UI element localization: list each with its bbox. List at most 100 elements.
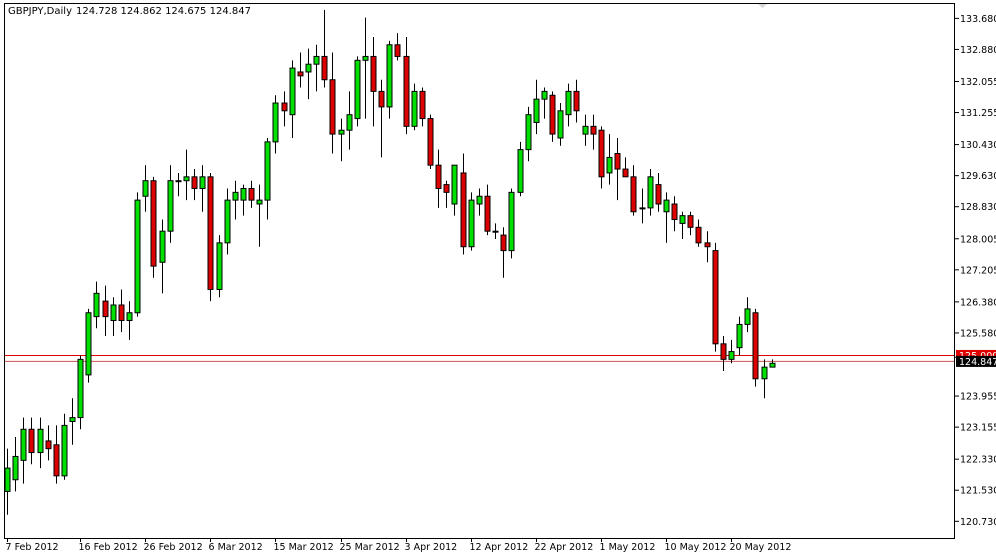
candle-body [232, 191, 239, 201]
candle [671, 196, 678, 232]
candle [321, 9, 328, 88]
candle [183, 149, 190, 201]
candle-body [338, 129, 345, 135]
candle-body [394, 44, 401, 57]
candle [476, 188, 483, 216]
candle [102, 285, 109, 337]
candle [216, 235, 223, 298]
candle [150, 176, 157, 278]
candle-body [126, 312, 133, 322]
candle-body [297, 71, 304, 77]
candle [167, 165, 174, 243]
candle-body [264, 141, 271, 201]
candle-body [53, 444, 60, 477]
candle-body [639, 207, 646, 210]
candle-body [12, 455, 19, 481]
candle [647, 169, 654, 216]
candle-body [346, 114, 353, 131]
scroll-arrow-icon[interactable] [757, 3, 768, 8]
candle-body [102, 300, 109, 318]
candle [338, 118, 345, 162]
candle [199, 165, 206, 212]
candle [695, 219, 702, 247]
candle-body [695, 226, 702, 244]
candle [272, 95, 279, 154]
candle [598, 126, 605, 189]
x-tick-label: 6 Mar 2012 [209, 542, 263, 553]
candle-body [378, 90, 385, 108]
candle [20, 417, 27, 484]
x-tick-label: 12 Apr 2012 [470, 542, 529, 553]
candle-body [93, 292, 100, 318]
candle [517, 141, 524, 197]
candle [451, 164, 458, 216]
candle [378, 79, 385, 158]
candle [468, 192, 475, 251]
y-tick-label: 120.730 [960, 517, 996, 528]
candle-body [508, 191, 515, 252]
candle-body [549, 94, 556, 135]
candle [191, 169, 198, 201]
candle [354, 56, 361, 127]
x-tick-label: 1 May 2012 [600, 542, 656, 553]
candle [45, 425, 52, 461]
y-tick-label: 123.955 [960, 392, 996, 403]
candle-body [403, 55, 410, 127]
candle [69, 398, 76, 445]
candle-body [386, 44, 393, 108]
y-tick-label: 123.155 [960, 423, 996, 434]
candle [565, 83, 572, 127]
candle [720, 336, 727, 372]
candle [549, 91, 556, 142]
candle-body [216, 242, 223, 290]
candle-body [476, 195, 483, 205]
candle [61, 413, 68, 480]
candle-body [614, 153, 621, 170]
candle-body [305, 63, 312, 73]
current-price-tag: 124.847 [956, 355, 996, 368]
candle-body [590, 125, 597, 135]
current-price-tag-bg [956, 355, 996, 367]
candle-body [720, 343, 727, 360]
candle-body [557, 110, 564, 139]
plot-area [4, 9, 955, 515]
candle [622, 157, 629, 178]
candle-body [85, 312, 92, 376]
candle-body [752, 312, 759, 380]
candle-body [598, 129, 605, 178]
candle-body [256, 199, 263, 205]
candle [606, 134, 613, 185]
candle-body [207, 176, 214, 290]
candle-body [451, 164, 458, 205]
candle-body [37, 428, 44, 454]
candle [435, 149, 442, 208]
candle [630, 165, 637, 216]
candle-body [565, 90, 572, 116]
candle [752, 308, 759, 387]
candle-body [484, 195, 491, 232]
candle-body [45, 440, 52, 450]
candle [240, 184, 247, 216]
candle [224, 188, 231, 255]
candle [500, 227, 507, 278]
candle-body [20, 428, 27, 461]
candle [460, 153, 467, 255]
candle-body [533, 98, 540, 123]
x-tick-label: 26 Feb 2012 [144, 542, 203, 553]
candle-body [728, 351, 735, 360]
candle [329, 52, 336, 154]
candle-body [606, 156, 613, 174]
candle [313, 44, 320, 92]
candle [403, 37, 410, 135]
chart-frame [4, 3, 955, 539]
y-tick-label: 132.880 [960, 45, 996, 56]
candle [639, 188, 646, 224]
x-tick-label: 3 Apr 2012 [405, 542, 458, 553]
candle [175, 172, 182, 197]
candle [443, 180, 450, 208]
candle [264, 137, 271, 220]
candle-body [744, 308, 751, 325]
candle [53, 425, 60, 484]
